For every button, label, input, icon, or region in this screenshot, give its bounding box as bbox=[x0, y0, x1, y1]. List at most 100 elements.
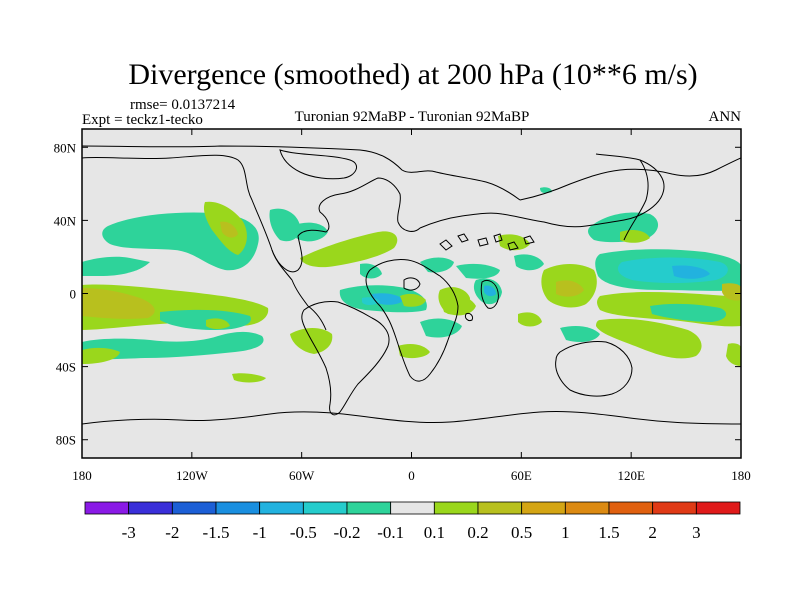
field-south-pacific-east-1 bbox=[596, 318, 702, 359]
coast-greenland bbox=[279, 149, 358, 180]
x-tick-label: 120E bbox=[617, 468, 645, 483]
coast-antarctica bbox=[82, 410, 741, 425]
colorbar-swatch bbox=[608, 501, 654, 515]
colorbar-swatch bbox=[477, 501, 523, 515]
colorbar-label: -1 bbox=[253, 523, 267, 542]
colorbar-swatch bbox=[259, 501, 304, 515]
coast-tethys-islands-2 bbox=[457, 233, 469, 243]
field-tethys-4 bbox=[514, 254, 544, 271]
field-equatorial-pacific-core bbox=[82, 288, 155, 319]
colorbar-label: -0.2 bbox=[334, 523, 361, 542]
divergence-field bbox=[82, 187, 741, 383]
field-gulf-guinea bbox=[400, 293, 426, 307]
coast-sea-islands bbox=[403, 277, 421, 291]
coast-tethys-islands-6 bbox=[523, 235, 535, 245]
coast-africa bbox=[365, 259, 459, 382]
colorbar-label: -2 bbox=[165, 523, 179, 542]
field-central-pacific-eq-core bbox=[722, 283, 741, 301]
coast-arctic bbox=[82, 145, 521, 201]
field-equatorial-atlantic-cyan bbox=[362, 297, 380, 305]
y-tick-label: 0 bbox=[70, 287, 77, 302]
colorbar-swatch bbox=[215, 501, 261, 515]
colorbar-label: 1.5 bbox=[598, 523, 619, 542]
field-equatorial-atlantic-core bbox=[372, 293, 404, 305]
expt-label: Expt = teckz1-tecko bbox=[82, 112, 203, 128]
field-north-pacific-west bbox=[82, 256, 150, 276]
field-tethys-2 bbox=[456, 263, 500, 279]
coast-east-asia bbox=[623, 159, 649, 241]
colorbar-label: 3 bbox=[692, 523, 701, 542]
colorbar-label: 1 bbox=[561, 523, 570, 542]
y-tick-label: 80N bbox=[54, 140, 77, 155]
field-south-pacific-3 bbox=[232, 373, 266, 383]
y-tick-label: 40N bbox=[54, 213, 77, 228]
colorbar-swatch bbox=[390, 501, 435, 515]
field-central-pacific-eq-green bbox=[650, 303, 727, 322]
x-tick-label: 180 bbox=[72, 468, 92, 483]
field-south-pacific-east-3 bbox=[726, 343, 741, 366]
field-pacific-east-eq-core bbox=[556, 280, 584, 297]
colorbar-label: 0.2 bbox=[467, 523, 488, 542]
field-pacific-40n-core2 bbox=[220, 221, 238, 238]
field-south-pacific-5 bbox=[206, 318, 230, 329]
x-axis-ticks: 180 120W 60W 0 60E 120E 180 bbox=[72, 129, 751, 483]
colorbar-swatch bbox=[695, 501, 741, 515]
y-axis-ticks: 80N 40N 0 40S 80S bbox=[54, 140, 741, 448]
coast-eurasia-south bbox=[419, 153, 665, 229]
coastlines bbox=[82, 145, 741, 425]
y-tick-label: 40S bbox=[56, 360, 76, 375]
chart-title: Divergence (smoothed) at 200 hPa (10**6 … bbox=[128, 58, 697, 91]
colorbar-label: -0.5 bbox=[290, 523, 317, 542]
x-tick-label: 120W bbox=[176, 468, 209, 483]
field-ne-atlantic bbox=[360, 263, 382, 279]
colorbar-label: 0.5 bbox=[511, 523, 532, 542]
field-north-atlantic bbox=[300, 231, 398, 268]
colorbar-swatch bbox=[346, 501, 392, 515]
colorbar-label: 2 bbox=[648, 523, 657, 542]
colorbar-swatch bbox=[564, 501, 610, 515]
coast-north-america bbox=[82, 154, 421, 273]
colorbar-swatch bbox=[652, 501, 697, 515]
coast-india bbox=[480, 279, 499, 309]
x-tick-label: 180 bbox=[731, 468, 751, 483]
coast-eurasia-north bbox=[519, 157, 741, 201]
colorbar-swatch bbox=[84, 501, 130, 515]
colorbar-label: 0.1 bbox=[424, 523, 445, 542]
colorbar-label: -0.1 bbox=[377, 523, 404, 542]
colorbar-swatch bbox=[521, 501, 566, 515]
field-south-pacific-east-2 bbox=[560, 326, 600, 342]
y-tick-label: 80S bbox=[56, 433, 76, 448]
colorbar-swatch bbox=[302, 501, 348, 515]
x-tick-label: 60W bbox=[289, 468, 315, 483]
colorbar-swatch bbox=[433, 501, 479, 515]
field-north-atlantic-3 bbox=[292, 222, 328, 242]
field-south-pacific-2 bbox=[82, 347, 120, 364]
coast-tethys-islands-1 bbox=[439, 239, 453, 251]
colorbar-label: -1.5 bbox=[203, 523, 230, 542]
coast-central-america bbox=[271, 249, 327, 331]
center-label: Turonian 92MaBP - Turonian 92MaBP bbox=[295, 109, 530, 125]
colorbar-label: -3 bbox=[122, 523, 136, 542]
coast-tethys-islands-4 bbox=[493, 233, 503, 243]
coast-tethys-islands-5 bbox=[507, 241, 519, 251]
field-west-pacific-20n-blue bbox=[672, 265, 710, 279]
colorbar-swatch bbox=[128, 501, 173, 515]
field-south-pacific-4 bbox=[290, 328, 333, 354]
rmse-label: rmse= 0.0137214 bbox=[130, 97, 236, 113]
coast-madagascar-small bbox=[465, 313, 473, 321]
period-label: ANN bbox=[709, 109, 742, 125]
field-south-africa bbox=[420, 318, 462, 338]
x-tick-label: 0 bbox=[408, 468, 415, 483]
coast-tethys-islands-3 bbox=[477, 237, 489, 247]
x-tick-label: 60E bbox=[511, 468, 532, 483]
coast-south-america bbox=[301, 301, 390, 416]
field-south-atlantic bbox=[398, 344, 430, 359]
field-north-atlantic-2 bbox=[269, 208, 301, 242]
field-indian-ocean-2 bbox=[518, 312, 542, 327]
colorbar: -3 -2 -1.5 -1 -0.5 -0.2 -0.1 0.1 0.2 0.5 1 1.5 2 3 bbox=[84, 501, 741, 542]
coast-australia bbox=[555, 341, 633, 397]
field-south-pacific-1 bbox=[82, 331, 264, 360]
field-madagascar-core bbox=[484, 285, 496, 297]
colorbar-swatch bbox=[171, 501, 217, 515]
